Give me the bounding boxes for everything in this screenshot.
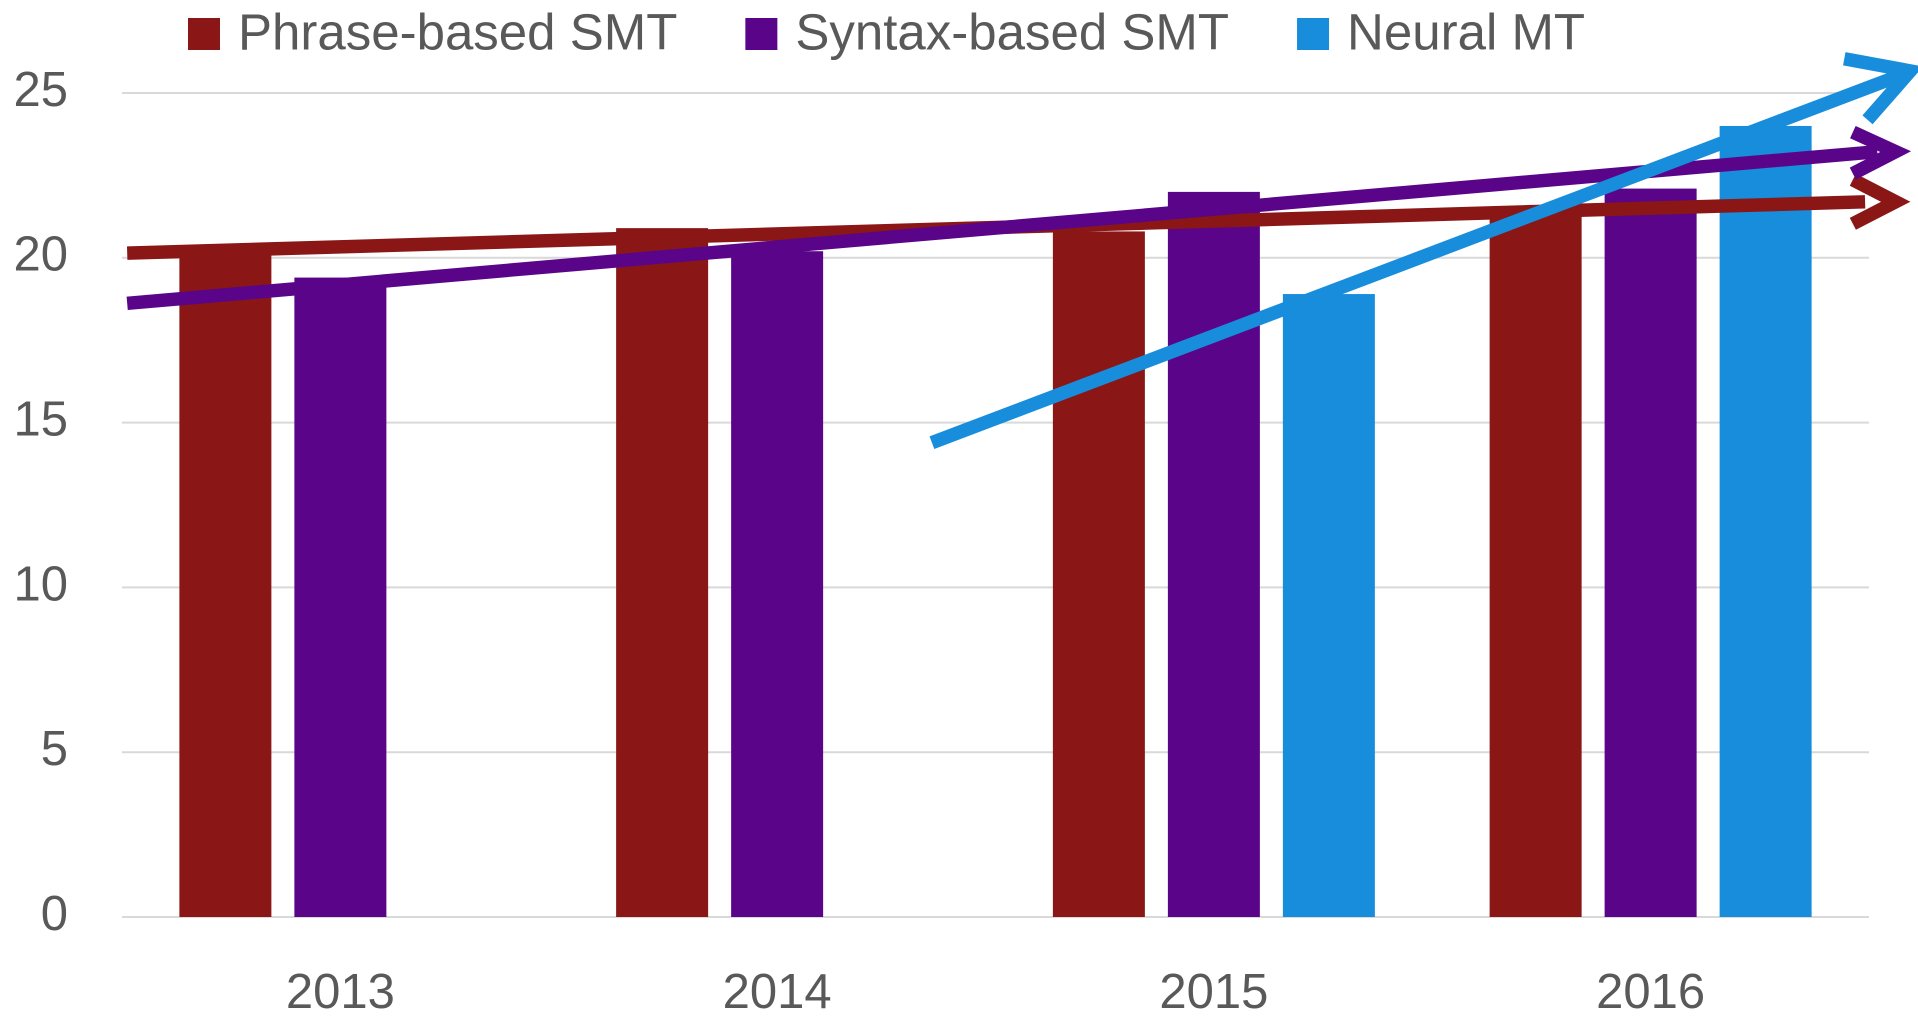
y-tick-label: 25: [13, 63, 68, 117]
bar: [731, 251, 824, 917]
legend-label: Neural MT: [1347, 3, 1585, 60]
bar: [1604, 188, 1697, 918]
x-tick-label: 2014: [723, 965, 832, 1019]
legend-label: Phrase-based SMT: [238, 3, 677, 60]
trend-line: [929, 67, 1908, 450]
bar: [1489, 214, 1582, 917]
legend-swatch: [745, 18, 778, 50]
bar: [616, 228, 709, 918]
plot: 0 5 10 15 20 25 2013 2014 2015 2016: [13, 63, 1869, 1019]
legend: Phrase-based SMT Syntax-based SMT Neural M…: [188, 3, 1585, 60]
bar: [1719, 125, 1812, 917]
arrow-head: [1843, 52, 1918, 125]
x-tick-label: 2015: [1159, 965, 1268, 1019]
trend-line: [126, 144, 1878, 311]
legend-swatch: [188, 18, 220, 50]
y-tick-label: 5: [41, 722, 68, 776]
legend-label: Syntax-based SMT: [795, 3, 1229, 60]
arrow-head: [1849, 173, 1911, 230]
legend-swatch: [1297, 18, 1330, 50]
bar: [179, 247, 272, 918]
arrow-head: [1849, 125, 1912, 180]
bar: [1052, 231, 1145, 917]
bar: [1282, 294, 1375, 917]
y-tick-label: 20: [13, 228, 68, 282]
trend-arrows: [126, 52, 1918, 450]
x-tick-label: 2013: [286, 965, 395, 1019]
bar: [1167, 191, 1260, 917]
y-tick-label: 10: [13, 557, 68, 611]
y-tick-label: 0: [41, 887, 68, 941]
x-tick-label: 2016: [1596, 965, 1705, 1019]
bar: [294, 277, 387, 917]
y-tick-label: 15: [13, 393, 68, 447]
